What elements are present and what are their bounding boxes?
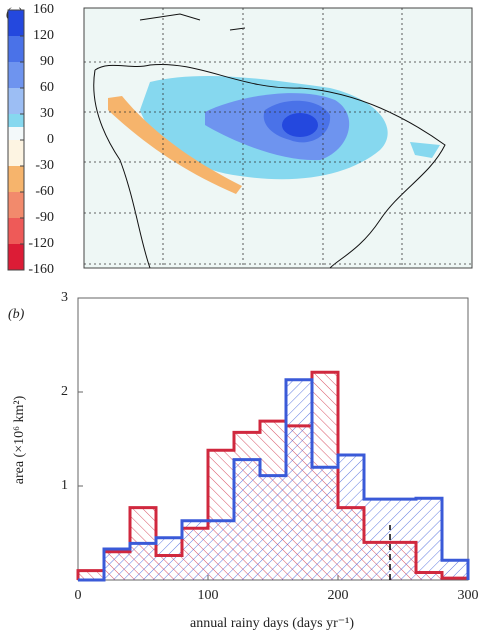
colorbar-segment — [8, 192, 24, 218]
hist-bar — [234, 459, 260, 580]
hist-bar — [312, 467, 338, 580]
hist-bar — [364, 499, 390, 580]
cyan-region — [410, 142, 440, 158]
colorbar-tick-label: 60 — [40, 80, 54, 95]
colorbar-tick-label: 120 — [33, 28, 54, 43]
colorbar-segment — [8, 166, 24, 192]
y-tick-label: 3 — [61, 290, 68, 305]
colorbar-segment — [8, 140, 24, 166]
colorbar-segment — [8, 10, 24, 36]
colorbar-segment — [8, 218, 24, 244]
colorbar-tick-label: -120 — [28, 236, 54, 251]
colorbar-segment — [8, 88, 24, 114]
colorbar-tick-label: 30 — [40, 106, 54, 121]
colorbar-tick-label: -30 — [35, 158, 54, 173]
colorbar-tick-label: -60 — [35, 184, 54, 199]
colorbar-tick-label: -160 — [28, 262, 54, 277]
hist-bar — [182, 520, 208, 580]
x-axis-label: annual rainy days (days yr⁻¹) — [190, 616, 354, 631]
hist-bar — [286, 379, 312, 580]
orange-band — [108, 96, 242, 194]
colorbar-tick-label: 0 — [47, 132, 54, 147]
hist-outline — [78, 378, 470, 582]
colorbar-segment — [8, 36, 24, 62]
hist-bar — [260, 475, 286, 580]
map — [83, 7, 473, 269]
blue-core — [282, 113, 318, 137]
y-axis-label: area (×10⁶ km²) — [12, 395, 27, 484]
colorbar-segment — [8, 244, 24, 270]
hist-bar — [338, 454, 364, 580]
y-tick-label: 1 — [61, 478, 68, 493]
x-tick-label: 300 — [458, 588, 479, 603]
colorbar-segment — [8, 62, 24, 88]
hist-bar — [156, 537, 182, 580]
x-tick-label: 0 — [75, 588, 82, 603]
colorbar-segment — [8, 127, 24, 140]
hist-bar — [78, 570, 104, 580]
hist-bar — [416, 498, 442, 580]
x-tick-label: 200 — [328, 588, 349, 603]
x-tick-label: 100 — [198, 588, 219, 603]
coastline — [93, 13, 446, 269]
hist-bar — [390, 499, 416, 580]
colorbar-tick-label: -90 — [35, 210, 54, 225]
panel-label: (b) — [8, 307, 25, 322]
hist-bar — [442, 560, 468, 580]
hist-bar — [130, 543, 156, 580]
hist-outline — [76, 370, 470, 580]
map-grid — [84, 8, 472, 268]
colorbar-tick-label: 160 — [33, 2, 54, 17]
colorbar-tick-label: 90 — [40, 54, 54, 69]
hist-bar — [208, 520, 234, 580]
y-tick-label: 2 — [61, 384, 68, 399]
hist-bar — [104, 548, 130, 580]
